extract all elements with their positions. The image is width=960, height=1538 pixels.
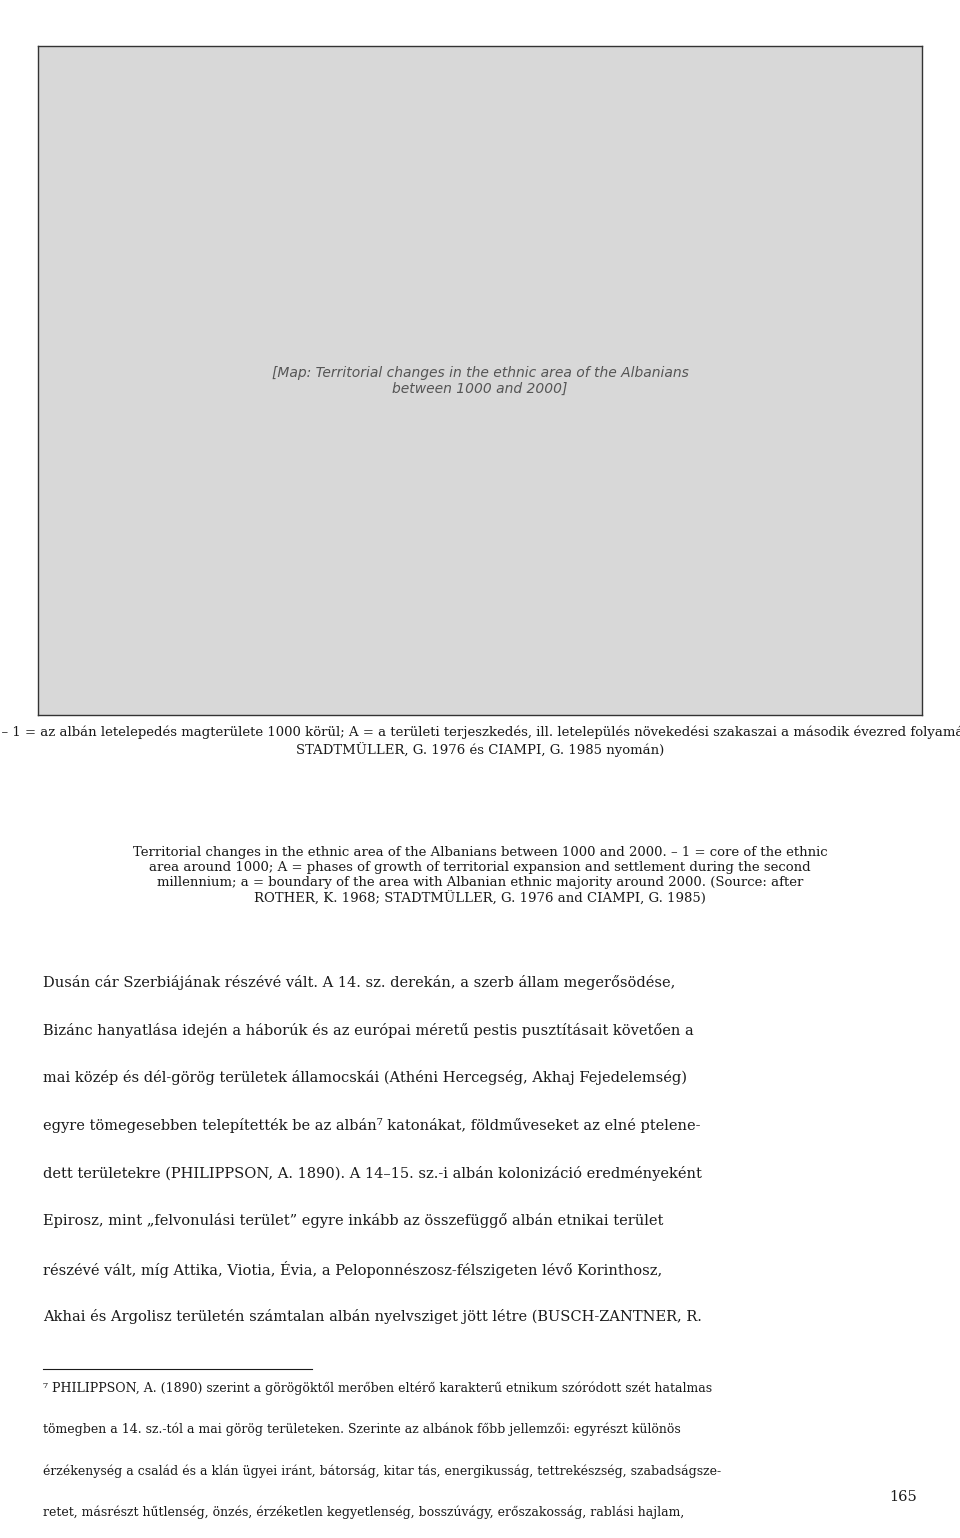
Text: retet, másrészt hűtlenség, önzés, érzéketlen kegyetlenség, bosszúvágy, erőszakos: retet, másrészt hűtlenség, önzés, érzéke… [43,1506,684,1520]
Text: 2. ábra. Az albánok letelepedésének területi változásai 1000 és 2000 között. – 1: 2. ábra. Az albánok letelepedésének terü… [0,726,960,757]
Text: egyre tömegesebben telepítették be az albán⁷ katonákat, földműveseket az elné pt: egyre tömegesebben telepítették be az al… [43,1118,701,1134]
Text: érzékenység a család és a klán ügyei iránt, bátorság, kitar tás, energikusság, t: érzékenység a család és a klán ügyei irá… [43,1464,721,1478]
Text: Epirosz, mint „felvonulási terület” egyre inkább az összefüggő albán etnikai ter: Epirosz, mint „felvonulási terület” egyr… [43,1213,663,1229]
Text: dett területekre (PHILIPPSON, A. 1890). A 14–15. sz.-i albán kolonizáció eredmén: dett területekre (PHILIPPSON, A. 1890). … [43,1166,702,1181]
Text: Bizánc hanyatlása idején a háborúk és az európai méretű pestis pusztításait köve: Bizánc hanyatlása idején a háborúk és az… [43,1023,694,1038]
Text: [Map: Territorial changes in the ethnic area of the Albanians
between 1000 and 2: [Map: Territorial changes in the ethnic … [272,366,688,395]
Text: mai közép és dél-görög területek államocskái (Athéni Hercegség, Akhaj Fejedelems: mai közép és dél-görög területek államoc… [43,1070,687,1086]
Text: Territorial changes in the ethnic area of the Albanians between 1000 and 2000. –: Territorial changes in the ethnic area o… [132,846,828,906]
Text: részévé vált, míg Attika, Viotia, Évia, a Peloponnészosz-félszigeten lévő Korint: részévé vált, míg Attika, Viotia, Évia, … [43,1261,662,1278]
Text: Dusán cár Szerbiájának részévé vált. A 14. sz. derekán, a szerb állam megerősödé: Dusán cár Szerbiájának részévé vált. A 1… [43,975,676,990]
Text: tömegben a 14. sz.-tól a mai görög területeken. Szerinte az albánok főbb jellemz: tömegben a 14. sz.-tól a mai görög terül… [43,1423,681,1436]
Text: Akhai és Argolisz területén számtalan albán nyelvsziget jött létre (BUSCH-ZANTNE: Akhai és Argolisz területén számtalan al… [43,1309,702,1324]
Text: ⁷ PHILIPPSON, A. (1890) szerint a görögöktől merőben eltérő karakterű etnikum sz: ⁷ PHILIPPSON, A. (1890) szerint a görögö… [43,1381,712,1395]
Text: 165: 165 [889,1490,917,1504]
